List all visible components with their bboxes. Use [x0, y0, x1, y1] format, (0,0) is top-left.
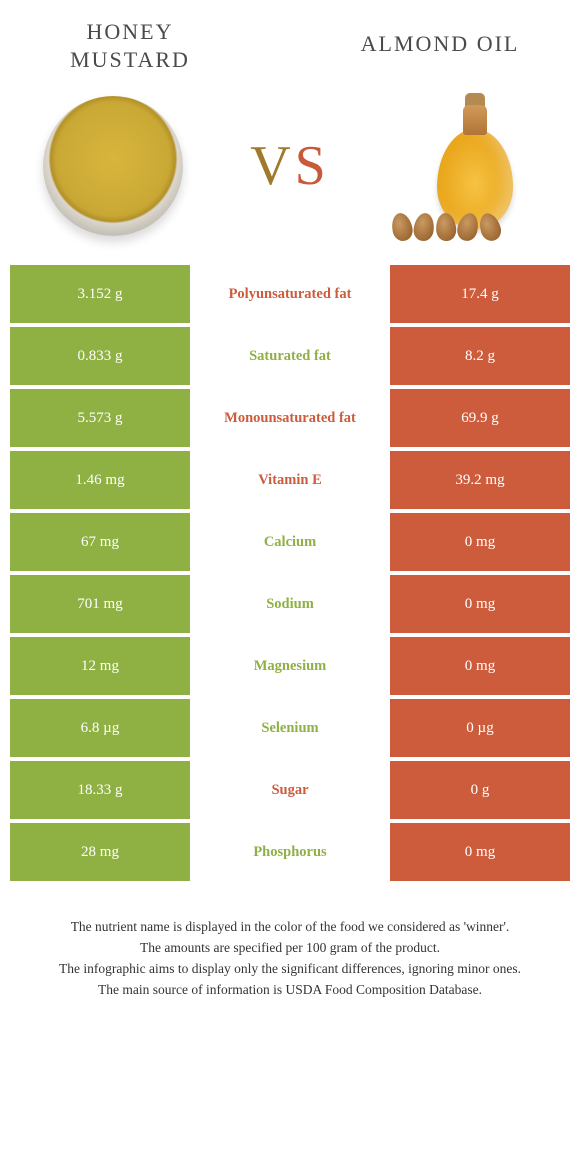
nutrient-label: Magnesium	[190, 637, 390, 695]
table-row: 67 mgCalcium0 mg	[10, 513, 570, 571]
table-row: 701 mgSodium0 mg	[10, 575, 570, 633]
value-left: 6.8 µg	[10, 699, 190, 757]
food-image-right	[382, 81, 552, 251]
value-left: 1.46 mg	[10, 451, 190, 509]
value-left: 67 mg	[10, 513, 190, 571]
header: HONEYMUSTARD ALMOND OIL	[0, 0, 580, 81]
food-title-right: ALMOND OIL	[340, 18, 540, 58]
mustard-bowl-icon	[43, 96, 183, 236]
nutrient-table: 3.152 gPolyunsaturated fat17.4 g0.833 gS…	[10, 265, 570, 881]
nutrient-label: Polyunsaturated fat	[190, 265, 390, 323]
nutrient-label: Calcium	[190, 513, 390, 571]
vs-v: V	[250, 135, 294, 197]
value-right: 17.4 g	[390, 265, 570, 323]
value-right: 0 µg	[390, 699, 570, 757]
table-row: 3.152 gPolyunsaturated fat17.4 g	[10, 265, 570, 323]
table-row: 18.33 gSugar0 g	[10, 761, 570, 819]
value-right: 69.9 g	[390, 389, 570, 447]
footnotes: The nutrient name is displayed in the co…	[0, 885, 580, 1021]
value-left: 5.573 g	[10, 389, 190, 447]
table-row: 5.573 gMonounsaturated fat69.9 g	[10, 389, 570, 447]
images-row: VS	[0, 81, 580, 265]
nutrient-label: Saturated fat	[190, 327, 390, 385]
food-image-left	[28, 81, 198, 251]
value-right: 0 mg	[390, 513, 570, 571]
value-left: 12 mg	[10, 637, 190, 695]
nutrient-label: Selenium	[190, 699, 390, 757]
vs-s: S	[295, 135, 330, 197]
nutrient-label: Sodium	[190, 575, 390, 633]
footnote-line: The amounts are specified per 100 gram o…	[30, 938, 550, 959]
value-left: 18.33 g	[10, 761, 190, 819]
value-left: 701 mg	[10, 575, 190, 633]
food-title-left: HONEYMUSTARD	[40, 18, 220, 73]
nutrient-label: Monounsaturated fat	[190, 389, 390, 447]
value-right: 0 mg	[390, 637, 570, 695]
footnote-line: The infographic aims to display only the…	[30, 959, 550, 980]
vs-label: VS	[250, 134, 330, 198]
nutrient-label: Vitamin E	[190, 451, 390, 509]
value-right: 8.2 g	[390, 327, 570, 385]
value-left: 28 mg	[10, 823, 190, 881]
table-row: 28 mgPhosphorus0 mg	[10, 823, 570, 881]
value-right: 0 mg	[390, 575, 570, 633]
value-right: 0 g	[390, 761, 570, 819]
nutrient-label: Phosphorus	[190, 823, 390, 881]
table-row: 6.8 µgSelenium0 µg	[10, 699, 570, 757]
almonds-icon	[392, 213, 500, 241]
value-left: 3.152 g	[10, 265, 190, 323]
table-row: 12 mgMagnesium0 mg	[10, 637, 570, 695]
value-right: 0 mg	[390, 823, 570, 881]
nutrient-label: Sugar	[190, 761, 390, 819]
footnote-line: The main source of information is USDA F…	[30, 980, 550, 1001]
table-row: 1.46 mgVitamin E39.2 mg	[10, 451, 570, 509]
value-right: 39.2 mg	[390, 451, 570, 509]
footnote-line: The nutrient name is displayed in the co…	[30, 917, 550, 938]
table-row: 0.833 gSaturated fat8.2 g	[10, 327, 570, 385]
value-left: 0.833 g	[10, 327, 190, 385]
